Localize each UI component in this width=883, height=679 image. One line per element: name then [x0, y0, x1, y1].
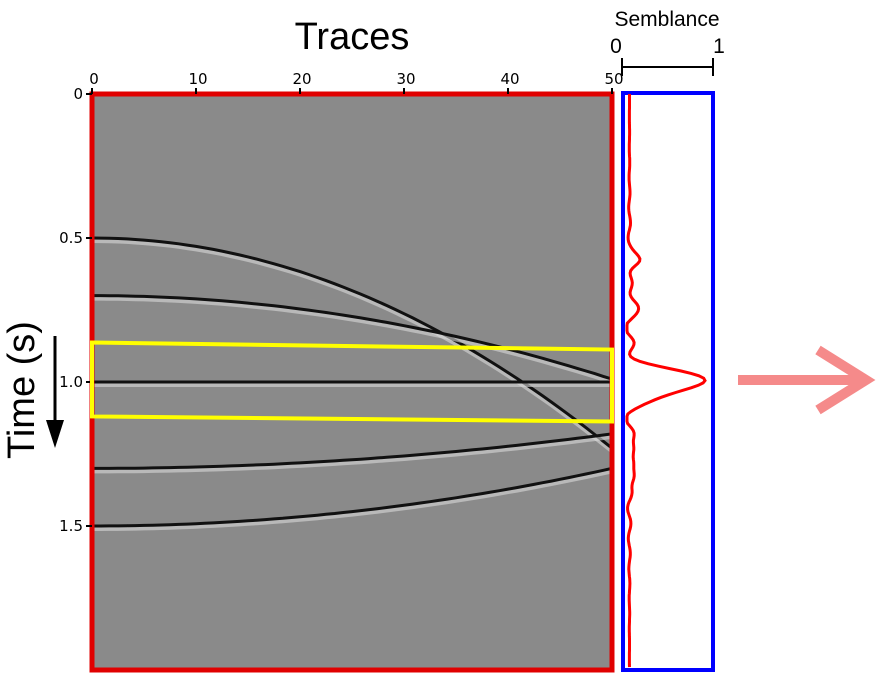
event-2-halo — [92, 295, 612, 384]
semblance-scale-max: 1 — [713, 35, 725, 58]
traces-title: Traces — [295, 16, 410, 58]
semblance-label: Semblance — [614, 8, 719, 31]
x-tick-label: 40 — [500, 70, 519, 88]
y-axis-ticks: 0 0.5 1.0 1.5 — [59, 85, 92, 535]
semblance-curve — [625, 94, 707, 668]
x-tick-label: 30 — [396, 70, 415, 88]
event-2 — [92, 294, 612, 381]
event-5 — [92, 466, 612, 528]
x-axis-ticks: 0 10 20 30 40 50 — [89, 70, 624, 94]
x-tick-label: 20 — [292, 70, 311, 88]
x-tick-label: 50 — [604, 70, 623, 88]
y-tick-label: 0 — [73, 85, 83, 103]
y-tick-label: 0.5 — [59, 229, 83, 247]
semblance-scale-bar — [621, 58, 714, 76]
x-tick-label: 10 — [188, 70, 207, 88]
y-tick-label: 1.0 — [59, 373, 83, 391]
right-arrow-icon — [738, 345, 876, 415]
semblance-frame — [621, 91, 715, 672]
time-down-arrow-icon — [46, 336, 64, 448]
time-axis-title: Time (s) — [1, 321, 43, 459]
x-tick-label: 0 — [89, 70, 99, 88]
semblance-scale-min: 0 — [610, 35, 622, 58]
seismic-events — [92, 236, 612, 531]
event-4-halo — [92, 433, 612, 474]
event-4 — [92, 432, 612, 470]
event-5-halo — [92, 468, 612, 531]
analysis-window — [90, 340, 614, 424]
y-tick-label: 1.5 — [59, 517, 83, 535]
